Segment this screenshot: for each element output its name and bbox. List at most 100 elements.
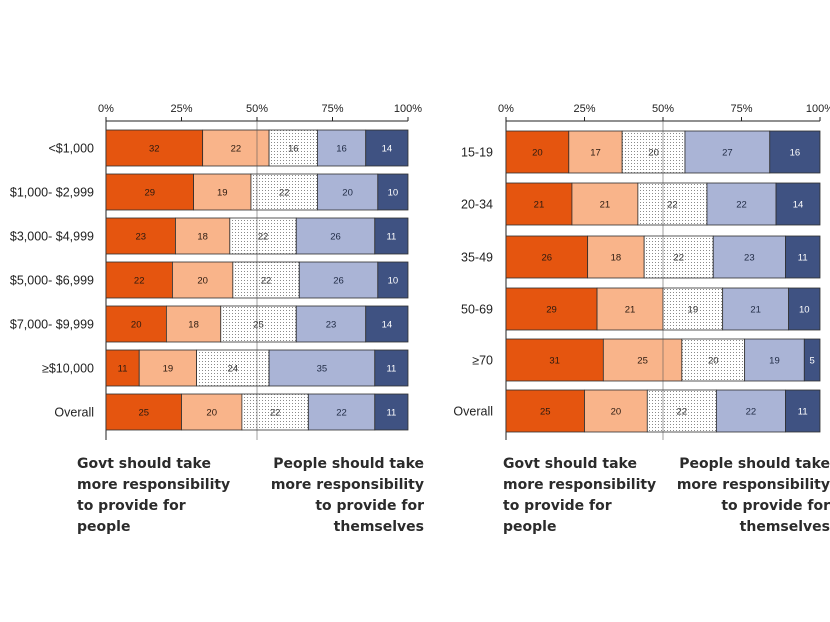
data-label: 19	[688, 305, 699, 316]
bar-segment	[193, 173, 252, 211]
data-label: 26	[330, 232, 341, 243]
bar-segment	[788, 287, 821, 331]
data-label: 35	[317, 364, 328, 375]
bar-segment	[584, 389, 648, 433]
bar-segment	[775, 182, 821, 226]
bar-segment	[712, 235, 786, 279]
bar-segment	[138, 349, 198, 387]
data-label: 21	[750, 305, 761, 316]
bar-segment	[172, 261, 234, 299]
bar-segment	[295, 305, 367, 343]
category-label: $7,000- $9,999	[10, 318, 94, 332]
bar-segment	[637, 182, 708, 226]
bar-segment	[295, 217, 376, 255]
data-label: 25	[637, 356, 648, 367]
data-label: 19	[769, 356, 780, 367]
category-label: $5,000- $6,999	[10, 274, 94, 288]
data-label: 10	[388, 188, 399, 199]
category-label: $1,000- $2,999	[10, 186, 94, 200]
bar-segment	[268, 129, 318, 167]
data-label: 25	[138, 408, 149, 419]
x-tick-label: 50%	[652, 103, 674, 115]
data-label: 14	[382, 144, 393, 155]
data-label: 21	[625, 305, 636, 316]
category-label: 50-69	[461, 303, 493, 317]
bar-segment	[181, 393, 243, 431]
x-tick-label: 25%	[170, 103, 192, 115]
data-label: 16	[790, 148, 801, 159]
data-label: 10	[388, 276, 399, 287]
bar-segment	[643, 235, 714, 279]
bar-segment	[374, 393, 409, 431]
category-label: ≥$10,000	[42, 362, 94, 376]
caption-line: more responsibility	[270, 477, 424, 493]
category-label: 15-19	[461, 146, 493, 160]
caption-line: to provide for	[721, 498, 830, 514]
caption-left-govt: Govt should take more responsibility to …	[77, 454, 277, 538]
x-tick-label: 0%	[498, 103, 514, 115]
bar-segment	[505, 338, 604, 382]
category-label: Overall	[453, 405, 493, 419]
data-label: 11	[386, 232, 396, 243]
bar-segment	[165, 305, 222, 343]
data-label: 19	[217, 188, 228, 199]
caption-line: themselves	[333, 519, 424, 535]
bar-segment	[220, 305, 297, 343]
caption-right-people: People should take more responsibility t…	[672, 454, 830, 538]
category-label: 35-49	[461, 251, 493, 265]
data-label: 22	[231, 144, 242, 155]
bar-segment	[744, 338, 805, 382]
bar-segment	[785, 235, 821, 279]
bar-segment	[646, 389, 717, 433]
data-label: 17	[590, 148, 601, 159]
bar-segment	[602, 338, 683, 382]
bar-segment	[105, 305, 167, 343]
x-tick-label: 100%	[806, 103, 830, 115]
bar-segment	[202, 129, 270, 167]
bar-segment	[241, 393, 309, 431]
category-label: ≥70	[472, 354, 493, 368]
data-label: 22	[673, 253, 684, 264]
data-label: 11	[118, 364, 128, 375]
bar-segment	[769, 130, 821, 174]
bar-segment	[250, 173, 318, 211]
caption-line: more responsibility	[77, 477, 231, 493]
bar-segment	[722, 287, 789, 331]
bar-segment	[316, 173, 379, 211]
data-label: 22	[279, 188, 290, 199]
caption-line: people	[503, 519, 557, 535]
bar-segment	[175, 217, 231, 255]
bar-segment	[105, 129, 204, 167]
data-label: 31	[549, 356, 560, 367]
data-label: 32	[149, 144, 160, 155]
data-label: 18	[611, 253, 622, 264]
data-label: 25	[540, 407, 551, 418]
bar-segment	[374, 217, 409, 255]
data-label: 23	[744, 253, 755, 264]
bar-segment	[587, 235, 645, 279]
data-label: 16	[336, 144, 347, 155]
data-label: 20	[611, 407, 622, 418]
caption-line: people	[77, 519, 131, 535]
bar-segment	[229, 217, 297, 255]
data-label: 22	[270, 408, 281, 419]
bar-segment	[365, 129, 409, 167]
caption-line: more responsibility	[676, 477, 830, 493]
bar-segment	[681, 338, 746, 382]
category-label: 20-34	[461, 198, 493, 212]
category-label: <$1,000	[48, 142, 94, 156]
data-label: 20	[342, 188, 353, 199]
data-label: 29	[546, 305, 557, 316]
data-label: 11	[798, 407, 808, 418]
data-label: 16	[288, 144, 299, 155]
data-label: 14	[793, 200, 804, 211]
caption-line: themselves	[739, 519, 830, 535]
data-label: 11	[386, 408, 396, 419]
x-tick-label: 50%	[246, 103, 268, 115]
x-tick-label: 100%	[394, 103, 422, 115]
data-label: 14	[382, 320, 393, 331]
caption-line: to provide for	[315, 498, 424, 514]
bar-segment	[785, 389, 821, 433]
data-label: 20	[131, 320, 142, 331]
